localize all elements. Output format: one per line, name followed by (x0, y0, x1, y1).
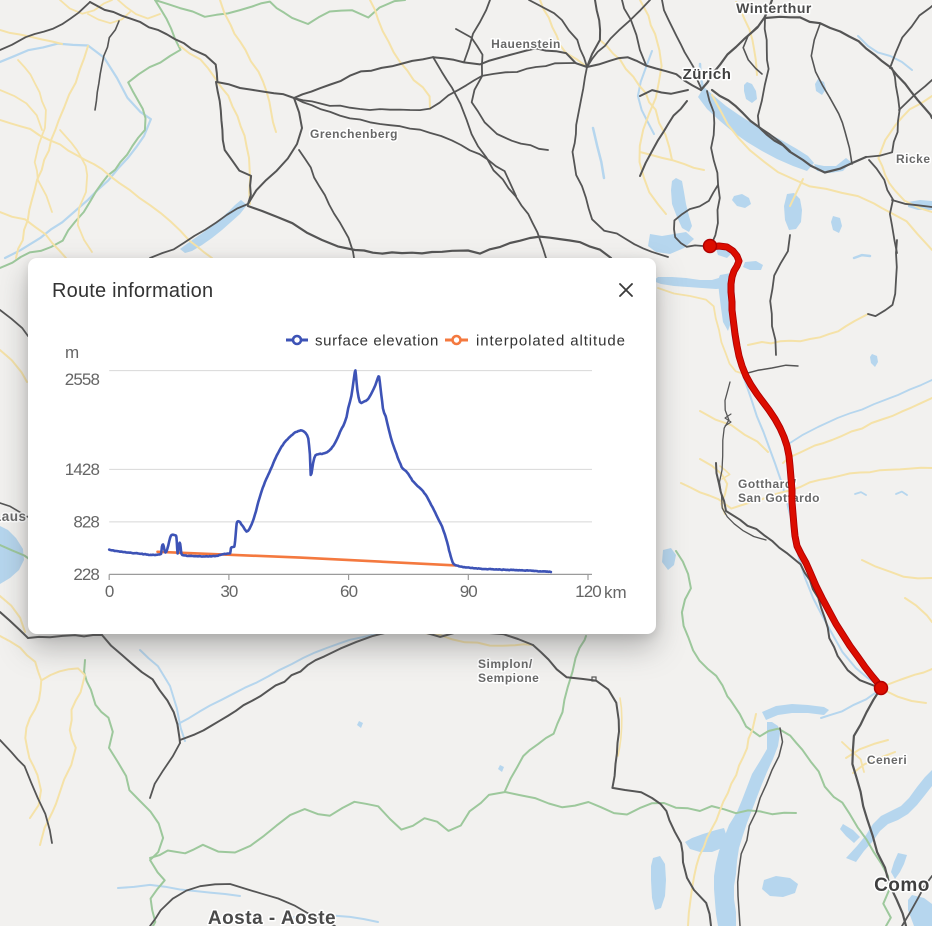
svg-text:Hauenstein: Hauenstein (491, 37, 561, 51)
svg-text:0: 0 (105, 582, 114, 601)
svg-text:1428: 1428 (65, 460, 100, 479)
svg-text:Simplon/: Simplon/ (478, 657, 533, 671)
svg-text:km: km (604, 583, 627, 602)
svg-text:30: 30 (220, 582, 238, 601)
svg-text:Laus: Laus (0, 509, 27, 524)
svg-text:120: 120 (575, 582, 601, 601)
svg-text:Sempione: Sempione (478, 671, 539, 685)
svg-text:Ceneri: Ceneri (867, 753, 907, 767)
svg-text:90: 90 (460, 582, 478, 601)
svg-text:2558: 2558 (65, 370, 100, 389)
svg-text:San Gottardo: San Gottardo (738, 491, 820, 505)
svg-text:Aosta - Aoste: Aosta - Aoste (208, 908, 336, 926)
svg-text:Ricke: Ricke (896, 152, 931, 166)
svg-text:interpolated altitude: interpolated altitude (476, 333, 626, 350)
svg-text:m: m (65, 343, 79, 362)
svg-text:Gotthard/: Gotthard/ (738, 477, 797, 491)
svg-text:60: 60 (340, 582, 358, 601)
svg-text:Winterthur: Winterthur (736, 0, 812, 16)
svg-text:Como: Como (874, 875, 930, 896)
svg-text:828: 828 (73, 513, 99, 532)
svg-text:surface elevation: surface elevation (315, 333, 439, 350)
svg-text:Grenchenberg: Grenchenberg (310, 127, 398, 141)
svg-text:228: 228 (73, 565, 99, 584)
svg-text:Zürich: Zürich (683, 66, 732, 83)
